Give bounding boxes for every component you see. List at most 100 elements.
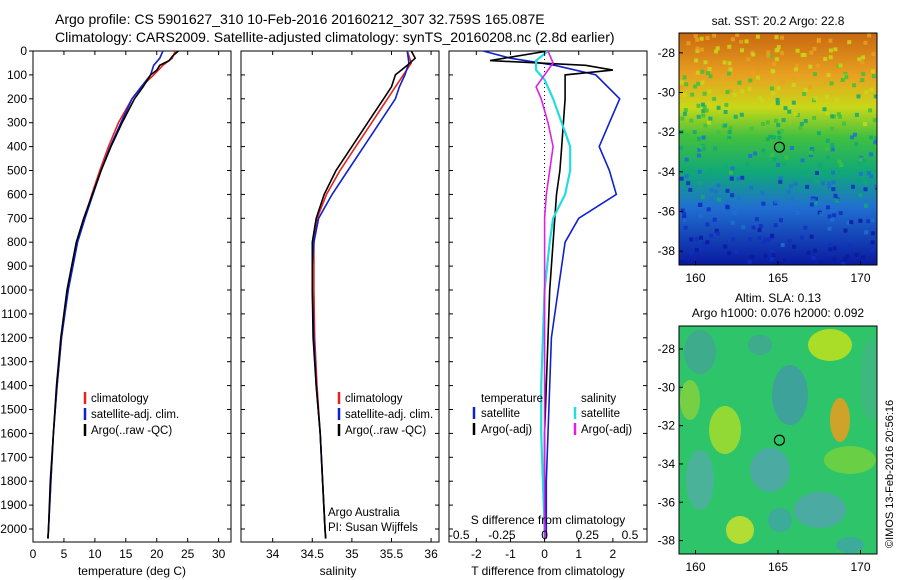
x-tick-label: -1 bbox=[505, 547, 516, 561]
lon-tick-label: 170 bbox=[850, 271, 870, 285]
depth-tick-label: 800 bbox=[7, 235, 27, 249]
legend-label-satellite: satellite-adj. clim. bbox=[91, 409, 179, 421]
depth-tick-label: 1900 bbox=[0, 498, 27, 512]
depth-tick-label: 1100 bbox=[1, 307, 27, 321]
depth-tick-label: 500 bbox=[7, 164, 27, 178]
lat-tick-label: -34 bbox=[658, 457, 676, 471]
lon-tick-label: 170 bbox=[850, 560, 870, 574]
lat-tick-label: -28 bbox=[658, 46, 676, 60]
x-tick-label: 15 bbox=[119, 547, 133, 561]
legend-label-satellite: satellite-adj. clim. bbox=[345, 409, 433, 421]
figure-title-line1: Argo profile: CS 5901627_310 10-Feb-2016… bbox=[55, 11, 545, 27]
sla-map-title-line1: Altim. SLA: 0.13 bbox=[735, 291, 821, 305]
lat-tick-label: -32 bbox=[658, 419, 676, 433]
legend-label-climatology: climatology bbox=[91, 393, 149, 405]
legend-label-s-satellite: satellite bbox=[581, 408, 620, 420]
series-line-climatology bbox=[313, 51, 413, 539]
temperature-x-axis: 0 5 10 15 20 25 30 bbox=[30, 51, 226, 561]
x-tick-label: 5 bbox=[61, 547, 68, 561]
pi-note: PI: Susan Wijffels bbox=[328, 522, 418, 534]
s-tick-label: 0 bbox=[541, 528, 548, 542]
depth-tick-label: 1000 bbox=[0, 283, 27, 297]
s-tick-label: 0.5 bbox=[622, 528, 639, 542]
depth-tick-label: 2000 bbox=[0, 522, 27, 536]
salinity-plot bbox=[311, 51, 417, 539]
sst-argo-location-marker bbox=[773, 141, 786, 153]
temperature-axis-label: temperature (deg C) bbox=[78, 564, 186, 578]
depth-tick-label: 1700 bbox=[0, 450, 27, 464]
sla-map-axes: 160 165 170 -28 -30 -32 -34 -36 -38 bbox=[658, 342, 871, 574]
s-tick-label: -0.25 bbox=[488, 528, 516, 542]
salinity-axis-label: salinity bbox=[320, 564, 357, 578]
sst-map-axes: 160 165 170 -28 -30 -32 -34 -36 -38 bbox=[658, 46, 871, 285]
x-tick-label: 35 bbox=[345, 547, 359, 561]
figure-title-line2: Climatology: CARS2009. Satellite-adjuste… bbox=[55, 29, 615, 45]
depth-tick-label: 300 bbox=[7, 116, 27, 130]
s-tick-label: -0.5 bbox=[449, 528, 470, 542]
sla-map bbox=[679, 326, 877, 554]
series-line-temperature-argo-adj- bbox=[489, 51, 614, 539]
depth-tick-label: 1300 bbox=[0, 355, 27, 369]
x-tick-label: 10 bbox=[88, 547, 102, 561]
temperature-plot bbox=[47, 51, 179, 539]
x-tick-label: 20 bbox=[150, 547, 164, 561]
depth-tick-label: 200 bbox=[7, 92, 27, 106]
depth-tick-label: 400 bbox=[7, 140, 27, 154]
depth-tick-label: 1200 bbox=[0, 331, 27, 345]
lon-tick-label: 165 bbox=[768, 560, 788, 574]
depth-tick-label: 1600 bbox=[0, 426, 27, 440]
depth-tick-label: 0 bbox=[20, 44, 27, 58]
depth-tick-label: 700 bbox=[7, 211, 27, 225]
legend-label-t-argo: Argo(-adj) bbox=[481, 424, 532, 436]
lat-tick-label: -28 bbox=[658, 342, 676, 356]
lat-tick-label: -38 bbox=[658, 244, 676, 258]
s-difference-axis-label: S difference from climatology bbox=[471, 513, 626, 527]
legend-label-argo: Argo(..raw -QC) bbox=[345, 425, 426, 437]
temperature-plot-frame bbox=[32, 50, 232, 543]
legend-label-climatology: climatology bbox=[345, 393, 403, 405]
lat-tick-label: -34 bbox=[658, 165, 676, 179]
difference-legend: temperature satellite Argo(-adj) salinit… bbox=[472, 393, 632, 436]
sst-field bbox=[679, 33, 877, 265]
salinity-plot-frame bbox=[240, 50, 440, 543]
salinity-x-axis: 34 34.5 35 35.5 36 bbox=[266, 51, 438, 561]
lon-tick-label: 165 bbox=[768, 271, 788, 285]
x-tick-label: 0 bbox=[30, 547, 37, 561]
lon-tick-label: 160 bbox=[685, 560, 705, 574]
lat-tick-label: -36 bbox=[658, 204, 676, 218]
series-line-temperature-satellite bbox=[482, 51, 621, 539]
x-tick-label: 35.5 bbox=[380, 547, 404, 561]
legend-label-argo: Argo(..raw -QC) bbox=[91, 425, 172, 437]
difference-plot bbox=[482, 51, 621, 542]
lon-tick-label: 160 bbox=[685, 271, 705, 285]
series-line-satellite-adj-clim bbox=[311, 51, 410, 539]
argo-australia-note: Argo Australia bbox=[328, 507, 400, 519]
depth-tick-label: 900 bbox=[7, 259, 27, 273]
x-tick-label: 36 bbox=[424, 547, 438, 561]
x-tick-label: 0 bbox=[541, 547, 548, 561]
depth-axis: 0 100 200 300 400 500 600 700 800 900 1000 1100 1200… bbox=[0, 44, 647, 536]
legend-label-t-satellite: satellite bbox=[481, 408, 520, 420]
depth-tick-label: 1800 bbox=[0, 474, 27, 488]
series-line-satellite-adj-clim bbox=[47, 51, 164, 539]
legend-title-salinity: salinity bbox=[581, 393, 616, 405]
x-tick-label: 25 bbox=[181, 547, 195, 561]
lat-tick-label: -32 bbox=[658, 125, 676, 139]
imos-credit: ©IMOS 13-Feb-2016 20:56:16 bbox=[884, 400, 896, 548]
depth-tick-label: 600 bbox=[7, 187, 27, 201]
depth-tick-label: 1500 bbox=[0, 403, 27, 417]
sst-map-title: sat. SST: 20.2 Argo: 22.8 bbox=[712, 14, 845, 28]
x-tick-label: -2 bbox=[471, 547, 482, 561]
x-tick-label: 34.5 bbox=[301, 547, 325, 561]
legend-title-temperature: temperature bbox=[481, 393, 543, 405]
t-difference-axis-label: T difference from climatology bbox=[471, 564, 625, 578]
lat-tick-label: -36 bbox=[658, 495, 676, 509]
depth-tick-label: 1400 bbox=[0, 379, 27, 393]
x-tick-label: 1 bbox=[575, 547, 582, 561]
x-tick-label: 30 bbox=[212, 547, 226, 561]
difference-x-axis: -2 -1 0 1 2 -0.5 -0.25 0 0.25 0.5 bbox=[449, 51, 639, 561]
lat-tick-label: -38 bbox=[658, 534, 676, 548]
temperature-legend: climatology satellite-adj. clim. Argo(..… bbox=[83, 392, 179, 437]
x-tick-label: 34 bbox=[266, 547, 280, 561]
sla-map-title-line2: Argo h1000: 0.076 h2000: 0.092 bbox=[692, 306, 864, 320]
